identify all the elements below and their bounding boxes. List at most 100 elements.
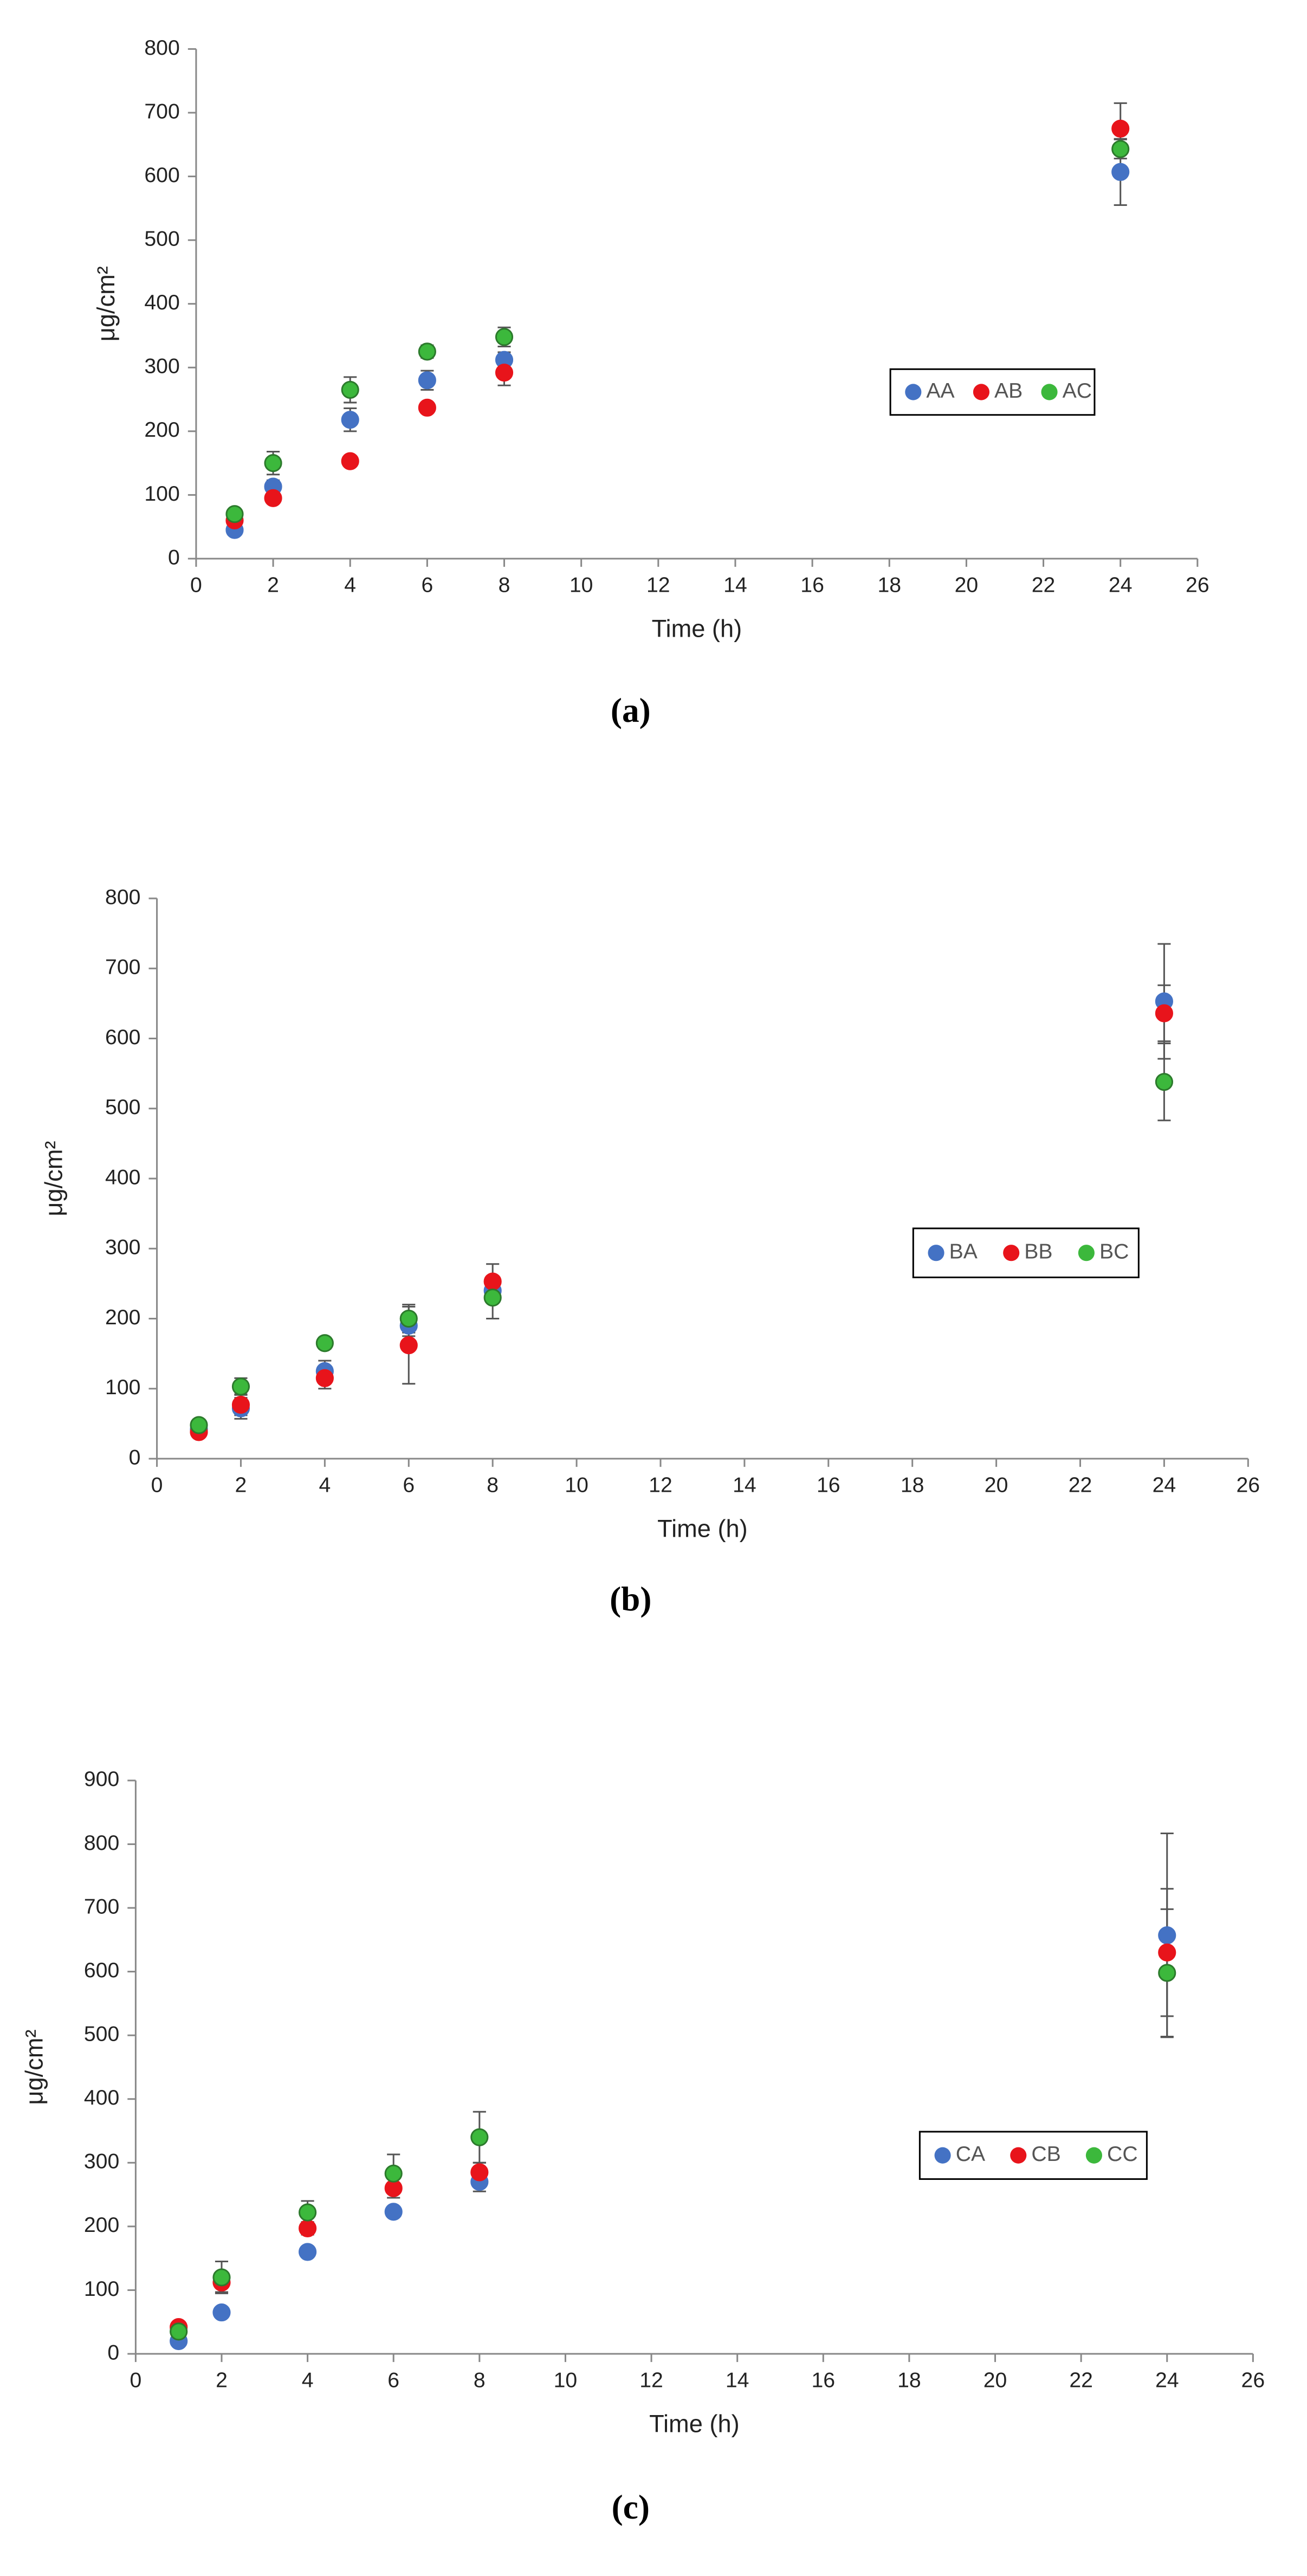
x-tick-label: 26 bbox=[1186, 574, 1209, 597]
legend-label: BC bbox=[1099, 1240, 1129, 1264]
x-tick-label: 22 bbox=[1069, 2369, 1093, 2392]
x-tick-label: 20 bbox=[985, 1474, 1008, 1497]
x-tick-label: 8 bbox=[474, 2369, 486, 2392]
x-tick-label: 12 bbox=[646, 574, 670, 597]
x-tick-label: 14 bbox=[726, 2369, 749, 2392]
y-tick-label: 700 bbox=[84, 1895, 119, 1918]
x-tick-label: 24 bbox=[1109, 574, 1133, 597]
data-point bbox=[1158, 1943, 1176, 1962]
x-tick-label: 4 bbox=[344, 574, 356, 597]
x-tick-label: 2 bbox=[216, 2369, 228, 2392]
y-tick-label: 700 bbox=[144, 100, 179, 123]
panel-label: (a) bbox=[611, 691, 651, 729]
y-tick-label: 400 bbox=[144, 291, 179, 314]
x-tick-label: 26 bbox=[1237, 1474, 1260, 1497]
x-tick-label: 24 bbox=[1153, 1474, 1176, 1497]
y-tick-label: 800 bbox=[105, 885, 140, 909]
data-point bbox=[470, 2163, 489, 2182]
x-tick-label: 16 bbox=[817, 1474, 840, 1497]
x-tick-label: 16 bbox=[800, 574, 824, 597]
legend-label: AA bbox=[926, 379, 955, 403]
x-tick-label: 18 bbox=[901, 1474, 924, 1497]
x-tick-label: 6 bbox=[403, 1474, 415, 1497]
y-tick-label: 500 bbox=[144, 227, 179, 250]
data-point bbox=[399, 1336, 418, 1355]
data-point bbox=[384, 2203, 403, 2221]
legend-label: BB bbox=[1024, 1240, 1052, 1264]
legend-label: AB bbox=[994, 379, 1023, 403]
panel-label: (b) bbox=[610, 1580, 651, 1618]
y-tick-label: 300 bbox=[84, 2150, 119, 2173]
x-tick-label: 12 bbox=[639, 2369, 663, 2392]
y-tick-label: 500 bbox=[105, 1096, 140, 1119]
legend-label: CB bbox=[1031, 2143, 1060, 2166]
y-tick-label: 600 bbox=[84, 1959, 119, 1982]
data-point bbox=[341, 411, 359, 429]
data-point bbox=[231, 1377, 250, 1396]
data-point bbox=[1111, 140, 1130, 158]
x-tick-label: 24 bbox=[1155, 2369, 1179, 2392]
x-axis-label: Time (h) bbox=[657, 1515, 748, 1543]
data-point bbox=[495, 364, 514, 382]
y-axis-label: μg/cm² bbox=[40, 1141, 68, 1216]
y-tick-label: 200 bbox=[84, 2213, 119, 2237]
data-point bbox=[315, 1369, 334, 1387]
data-point bbox=[264, 454, 282, 473]
legend-marker bbox=[934, 2147, 951, 2164]
data-point bbox=[1158, 1926, 1176, 1945]
x-tick-label: 20 bbox=[984, 2369, 1007, 2392]
x-tick-label: 2 bbox=[235, 1474, 247, 1497]
data-point bbox=[190, 1416, 208, 1434]
data-point bbox=[399, 1309, 418, 1328]
y-axis-label: μg/cm² bbox=[20, 2029, 48, 2105]
x-tick-label: 10 bbox=[554, 2369, 578, 2392]
data-point bbox=[1155, 1004, 1173, 1022]
x-tick-label: 20 bbox=[955, 574, 979, 597]
data-point bbox=[341, 380, 359, 399]
x-tick-label: 0 bbox=[190, 574, 202, 597]
x-tick-label: 2 bbox=[267, 574, 279, 597]
x-tick-label: 10 bbox=[570, 574, 593, 597]
data-point bbox=[264, 489, 282, 507]
y-tick-label: 100 bbox=[105, 1376, 140, 1399]
x-tick-label: 16 bbox=[811, 2369, 835, 2392]
legend-marker bbox=[1010, 2147, 1027, 2164]
x-tick-label: 14 bbox=[733, 1474, 756, 1497]
legend-marker bbox=[973, 384, 989, 400]
data-point bbox=[1111, 119, 1130, 138]
x-tick-label: 10 bbox=[565, 1474, 588, 1497]
x-axis-label: Time (h) bbox=[649, 2410, 740, 2438]
x-tick-label: 26 bbox=[1241, 2369, 1265, 2392]
legend-marker bbox=[1078, 1245, 1095, 1261]
y-tick-label: 200 bbox=[105, 1306, 140, 1329]
data-point bbox=[212, 2268, 231, 2287]
y-tick-label: 900 bbox=[84, 1768, 119, 1791]
y-tick-label: 200 bbox=[144, 418, 179, 442]
data-point bbox=[341, 452, 359, 470]
y-tick-label: 600 bbox=[144, 164, 179, 187]
y-tick-label: 300 bbox=[105, 1236, 140, 1259]
legend-label: BA bbox=[949, 1240, 978, 1264]
x-tick-label: 22 bbox=[1032, 574, 1056, 597]
x-tick-label: 12 bbox=[649, 1474, 672, 1497]
legend-marker bbox=[1085, 2147, 1103, 2164]
data-point bbox=[1155, 1073, 1173, 1091]
y-tick-label: 100 bbox=[84, 2277, 119, 2301]
data-point bbox=[483, 1272, 502, 1291]
legend-label: CC bbox=[1107, 2143, 1138, 2166]
x-tick-label: 6 bbox=[421, 574, 433, 597]
data-point bbox=[299, 2243, 317, 2261]
data-point bbox=[315, 1334, 334, 1352]
data-point bbox=[1158, 1964, 1176, 1982]
data-point bbox=[418, 371, 436, 390]
legend-label: CA bbox=[956, 2143, 986, 2166]
y-axis-label: μg/cm² bbox=[92, 266, 120, 341]
data-point bbox=[299, 2203, 317, 2222]
y-tick-label: 800 bbox=[144, 36, 179, 60]
legend-box bbox=[912, 1227, 1140, 1278]
y-tick-label: 0 bbox=[168, 546, 180, 569]
y-tick-label: 0 bbox=[129, 1446, 141, 1469]
data-point bbox=[1111, 163, 1130, 181]
legend-marker bbox=[905, 384, 922, 400]
